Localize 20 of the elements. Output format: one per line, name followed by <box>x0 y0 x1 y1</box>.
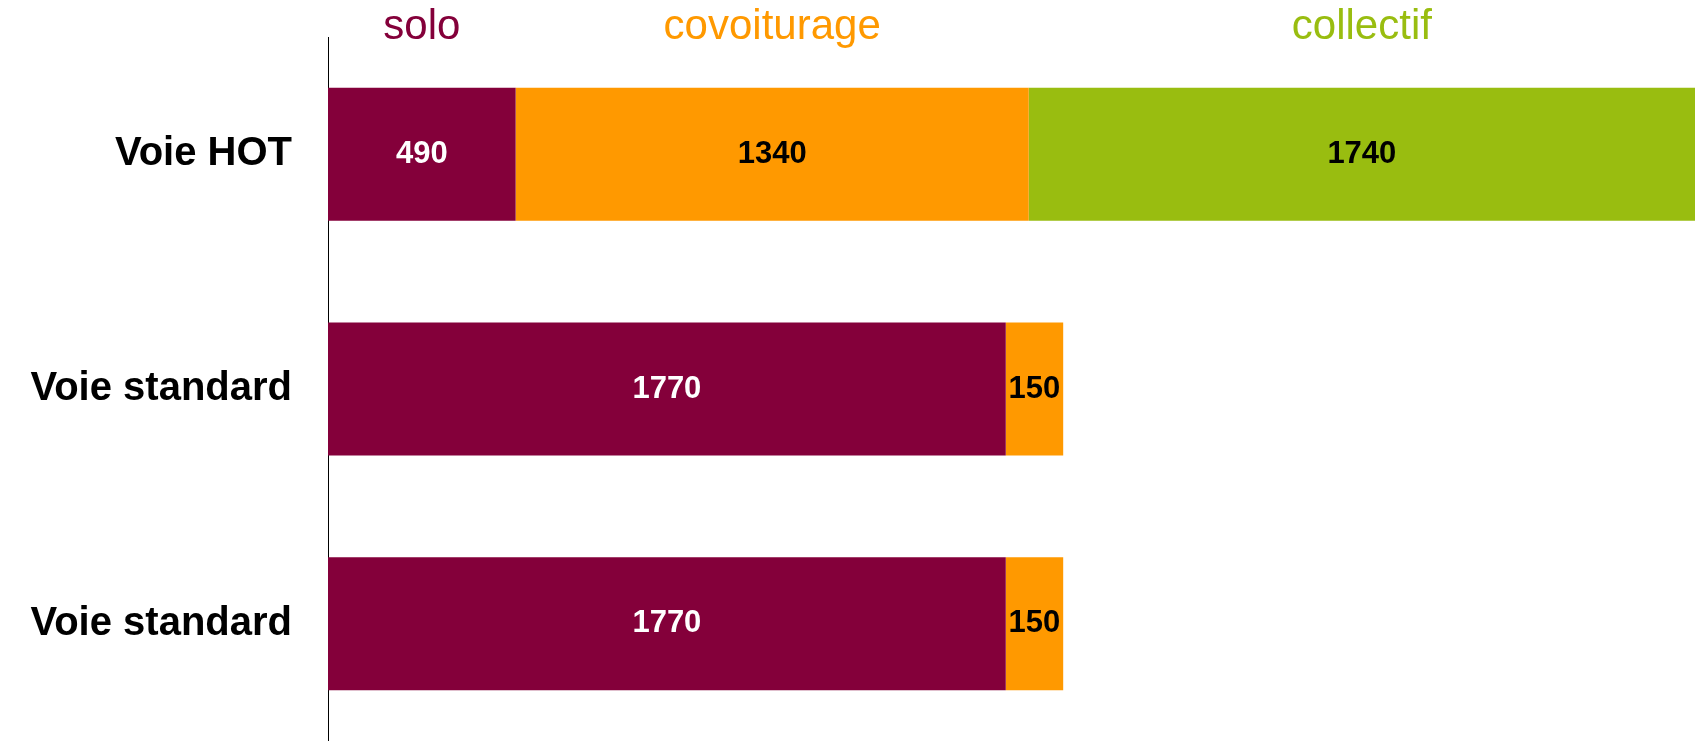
bar <box>328 557 1006 691</box>
data-label: 150 <box>1008 604 1061 640</box>
bar <box>1028 87 1695 221</box>
data-label: 490 <box>395 134 448 170</box>
y-tick-label: Voie standard <box>30 598 292 643</box>
data-label: 150 <box>1008 369 1061 405</box>
y-tick-label: Voie standard <box>30 364 292 409</box>
bar <box>328 322 1006 456</box>
data-label: 1340 <box>737 134 807 170</box>
series-label: collectif <box>1291 1 1433 49</box>
bar <box>515 87 1029 221</box>
series-label: solo <box>383 1 461 49</box>
y-tick-label: Voie HOT <box>114 129 292 174</box>
bar <box>328 87 516 221</box>
bar <box>1005 322 1064 456</box>
data-label: 1740 <box>1327 134 1397 170</box>
series-label: covoiturage <box>663 1 881 49</box>
data-label: 1770 <box>632 369 702 405</box>
data-label: 1770 <box>632 604 702 640</box>
bar <box>1005 557 1064 691</box>
